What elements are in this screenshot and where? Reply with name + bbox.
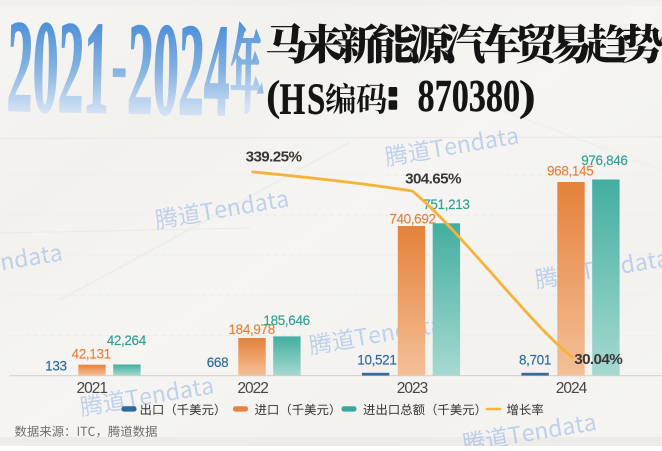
svg-text:740,692: 740,692 (389, 212, 435, 227)
svg-text:42,131: 42,131 (72, 346, 111, 361)
svg-text:2024: 2024 (126, 0, 231, 144)
svg-text:870380: 870380 (418, 70, 521, 121)
svg-text:339.25%: 339.25% (246, 149, 303, 166)
svg-text:(: ( (266, 72, 281, 120)
svg-text:668: 668 (207, 355, 228, 370)
svg-text:30.04%: 30.04% (574, 351, 623, 368)
svg-text:751,213: 751,213 (423, 197, 469, 212)
svg-text:42,264: 42,264 (107, 333, 147, 348)
svg-text:2022: 2022 (237, 380, 268, 397)
svg-text:2023: 2023 (397, 380, 428, 397)
svg-text:HS: HS (280, 75, 328, 124)
svg-text:184,978: 184,978 (229, 322, 275, 337)
svg-text:968,145: 968,145 (547, 164, 593, 179)
svg-text:): ) (519, 72, 536, 120)
svg-text:976,846: 976,846 (581, 153, 627, 168)
svg-text:185,646: 185,646 (263, 313, 309, 328)
svg-text:304.65%: 304.65% (405, 171, 462, 188)
svg-text:133: 133 (45, 358, 66, 373)
svg-text:8,701: 8,701 (519, 353, 551, 368)
svg-text:2021: 2021 (6, 0, 111, 141)
svg-text:10,521: 10,521 (357, 353, 396, 368)
svg-text:2024: 2024 (556, 380, 588, 397)
svg-text:2021: 2021 (77, 380, 108, 397)
